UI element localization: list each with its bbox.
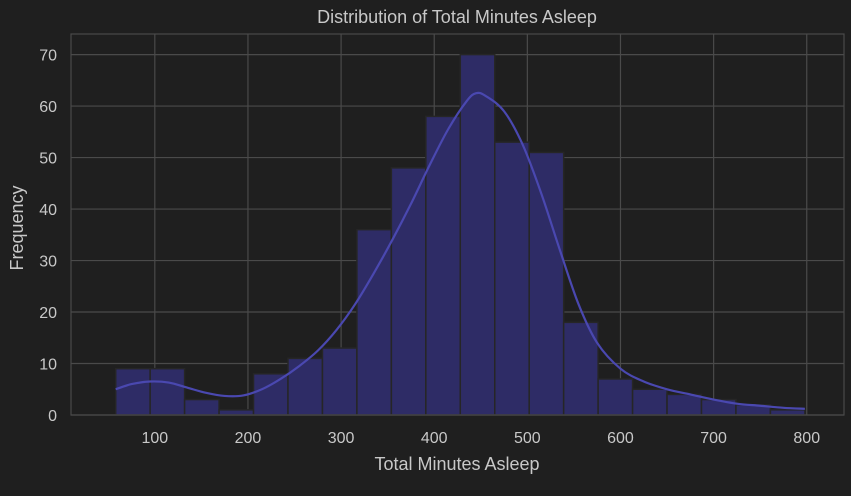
- histogram-bar: [287, 357, 324, 416]
- kde-curve: [115, 91, 805, 410]
- kde-line: [115, 91, 805, 410]
- y-tick-label: 0: [48, 408, 57, 425]
- x-tick-labels: 100 200 300 400 500 600 700 800: [141, 430, 820, 447]
- histogram-bar: [321, 347, 358, 416]
- x-tick-label: 800: [793, 430, 820, 447]
- plot-frame: [70, 33, 845, 416]
- histogram-bar: [425, 115, 462, 416]
- histogram-bar: [114, 367, 151, 416]
- histogram-bar: [528, 151, 565, 416]
- y-tick-label: 40: [39, 202, 57, 219]
- histogram-bar: [252, 373, 289, 416]
- chart-title: Distribution of Total Minutes Asleep: [317, 7, 597, 27]
- histogram-bar: [183, 398, 220, 416]
- x-tick-label: 200: [235, 430, 262, 447]
- x-tick-label: 500: [514, 430, 541, 447]
- histogram-bar: [494, 141, 530, 416]
- y-axis-label: Frequency: [7, 185, 27, 270]
- x-tick-label: 600: [607, 430, 634, 447]
- x-tick-label: 300: [328, 430, 355, 447]
- x-tick-label: 100: [141, 430, 168, 447]
- histogram-bar: [459, 53, 496, 416]
- histogram-bars: [114, 53, 806, 416]
- histogram-bar: [356, 228, 393, 416]
- x-tick-label: 700: [700, 430, 727, 447]
- histogram-bar: [666, 393, 703, 416]
- y-tick-label: 30: [39, 254, 57, 271]
- y-tick-label: 60: [39, 99, 57, 116]
- y-tick-label: 10: [39, 357, 57, 374]
- histogram-bar: [769, 409, 806, 416]
- y-tick-label: 50: [39, 151, 57, 168]
- plot-border: [70, 33, 845, 416]
- y-tick-label: 20: [39, 305, 57, 322]
- x-tick-label: 400: [421, 430, 448, 447]
- histogram-bar: [149, 367, 186, 416]
- x-axis-label: Total Minutes Asleep: [374, 454, 539, 474]
- y-tick-labels: 0 10 20 30 40 50 60 70: [39, 48, 57, 425]
- histogram-bar: [631, 388, 668, 416]
- histogram-bar: [218, 409, 255, 416]
- histogram-bar: [390, 167, 427, 416]
- histogram-bar: [597, 378, 634, 416]
- y-tick-label: 70: [39, 48, 57, 65]
